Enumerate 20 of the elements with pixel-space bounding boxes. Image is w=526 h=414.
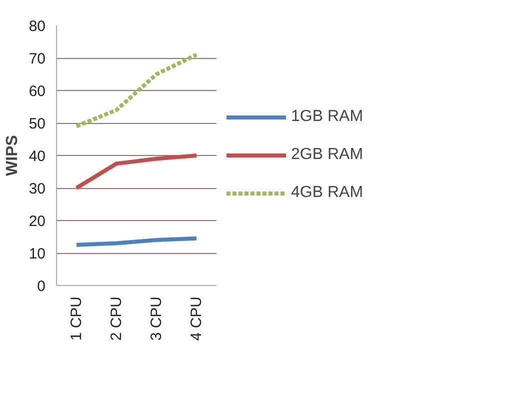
legend-label: 2GB RAM bbox=[291, 146, 364, 164]
x-tick-label: 4 CPU bbox=[188, 296, 205, 341]
y-tick-label: 40 bbox=[28, 148, 46, 165]
y-tick-label: 0 bbox=[37, 278, 46, 295]
x-tick-label: 3 CPU bbox=[148, 296, 165, 341]
y-tick-label: 60 bbox=[28, 83, 46, 100]
y-tick-label: 20 bbox=[28, 213, 46, 230]
legend-label: 4GB RAM bbox=[291, 184, 364, 202]
y-axis-title: WIPS bbox=[4, 134, 21, 176]
x-tick-label: 1 CPU bbox=[68, 296, 85, 341]
y-tick-label: 80 bbox=[28, 18, 46, 35]
x-tick-label: 2 CPU bbox=[108, 296, 125, 341]
y-tick-label: 70 bbox=[28, 50, 46, 68]
y-tick-label: 30 bbox=[28, 180, 46, 198]
line-series bbox=[74, 236, 198, 247]
y-tick-label: 10 bbox=[28, 246, 46, 262]
line-series bbox=[74, 52, 198, 128]
legend-label: 1GB RAM bbox=[291, 108, 364, 126]
line-series bbox=[74, 154, 198, 190]
y-tick-label: 50 bbox=[28, 116, 46, 132]
